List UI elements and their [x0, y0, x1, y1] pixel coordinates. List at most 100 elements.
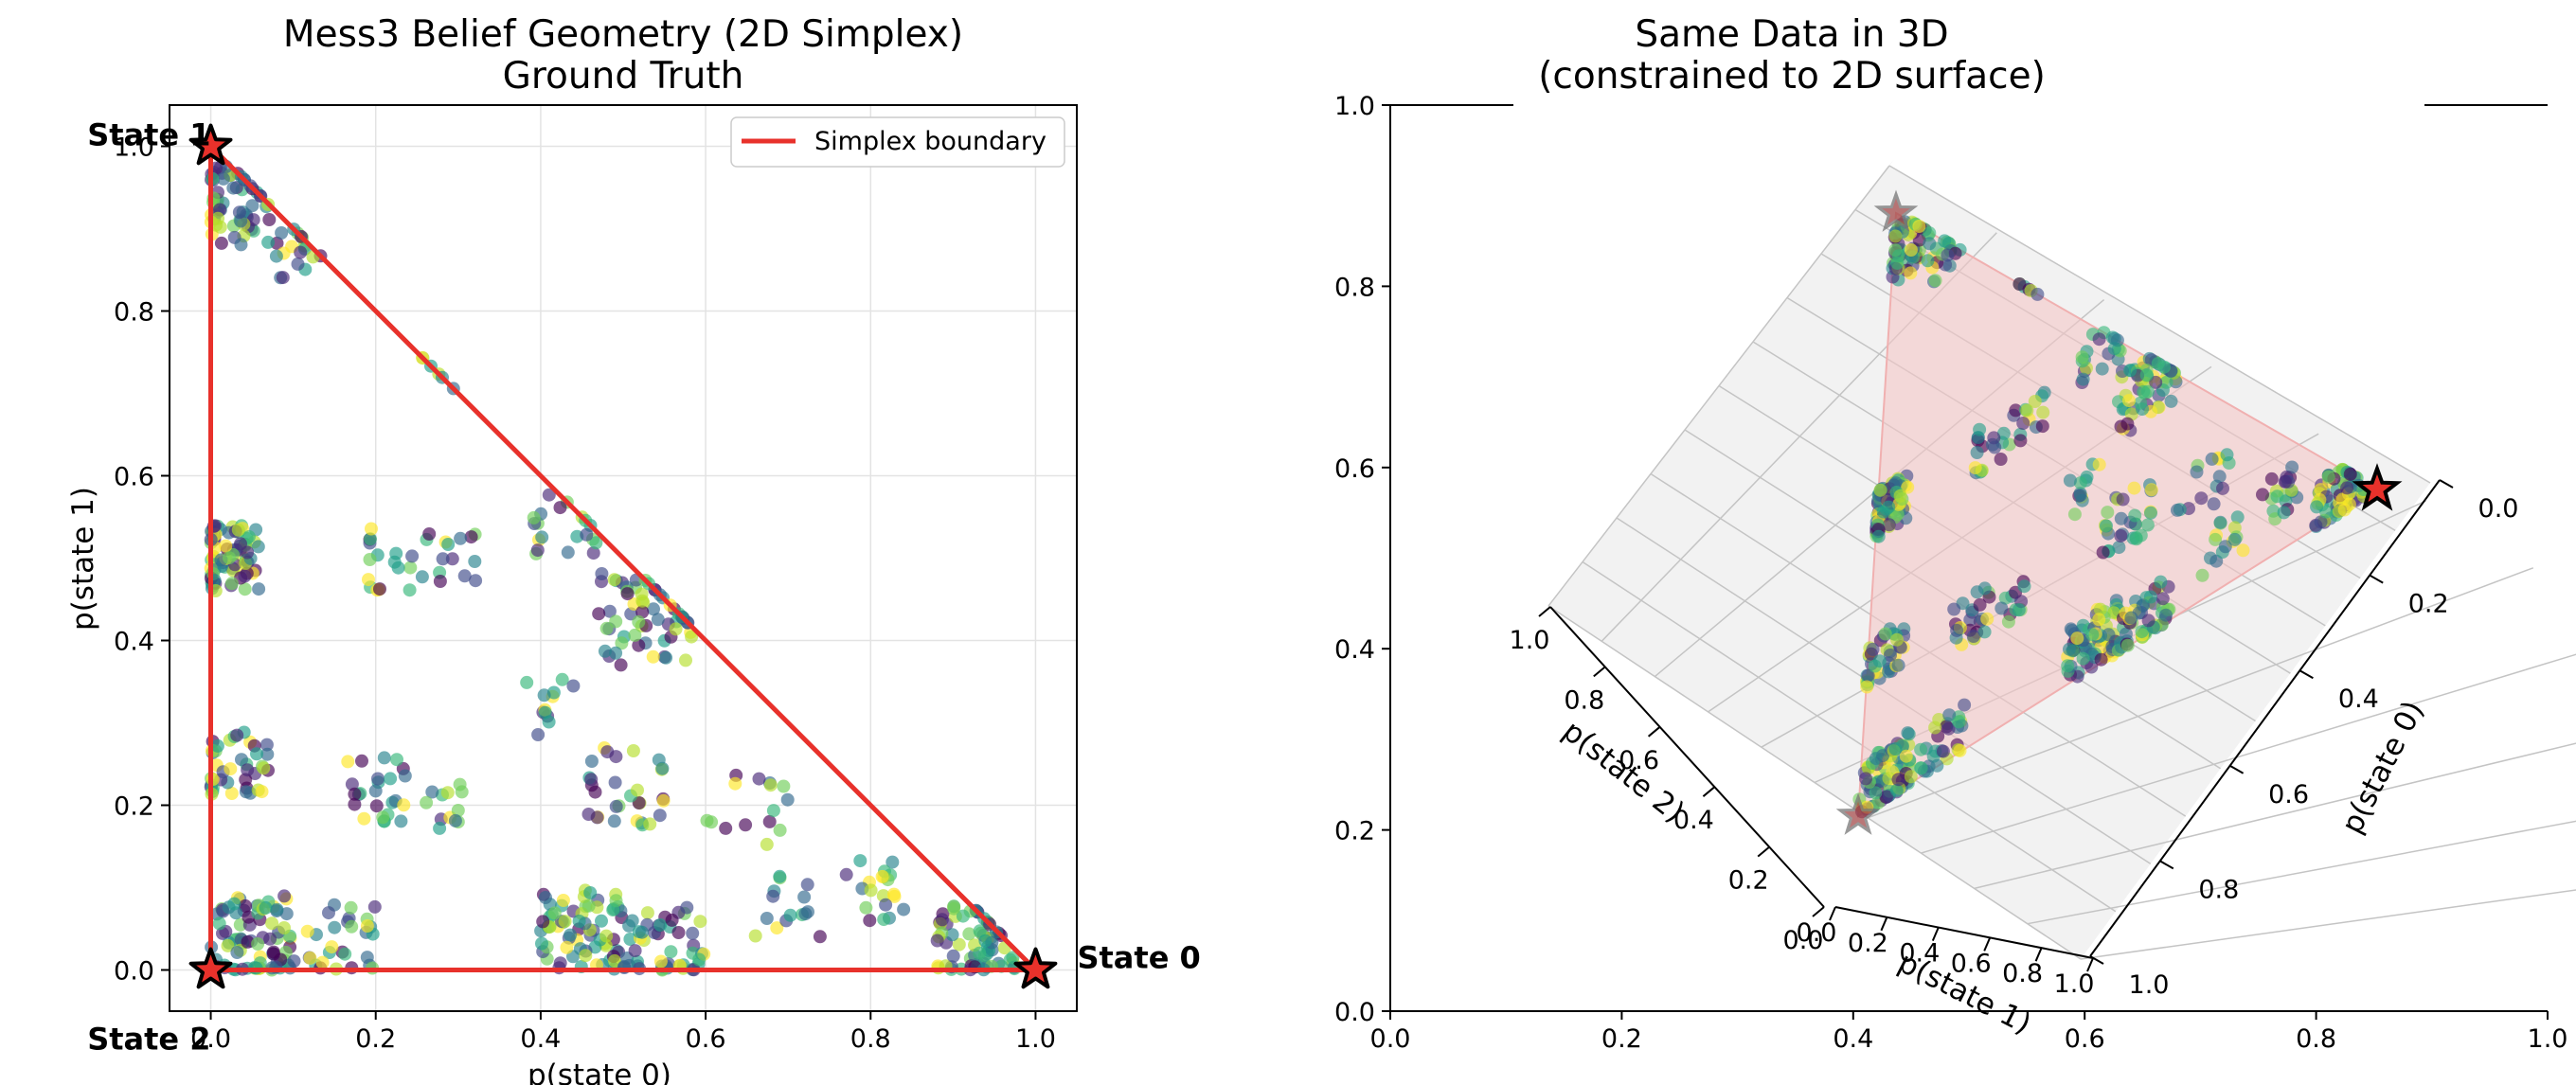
state0-axis-tick-label: 0.2 — [2408, 590, 2449, 619]
scatter-point — [433, 575, 447, 588]
scatter-point — [635, 605, 650, 619]
scatter-point — [766, 804, 780, 818]
state0-axis-tick — [2229, 764, 2245, 774]
scatter-point-3d — [1872, 654, 1887, 668]
scatter-point-3d — [2236, 543, 2250, 558]
state2-axis-tick — [1757, 845, 1770, 858]
x-tick-label: 1.0 — [1015, 1024, 1056, 1054]
scatter-point — [863, 914, 877, 928]
scatter-point-3d — [1884, 649, 1897, 662]
scatter-point — [441, 538, 456, 551]
scatter-point — [376, 810, 390, 825]
scatter-point — [813, 930, 827, 944]
scatter-point — [530, 543, 545, 558]
scatter-point — [377, 751, 391, 765]
scatter-point-3d — [2093, 602, 2107, 616]
floor-gridline — [1888, 165, 2431, 484]
scatter-point-3d — [2159, 608, 2173, 622]
scatter-point — [425, 785, 439, 799]
scatter-point-3d — [2213, 515, 2227, 529]
scatter-point-3d — [1869, 786, 1883, 800]
scatter-point-3d — [2207, 497, 2221, 511]
left-axes-frame — [169, 104, 1078, 1012]
state2-axis-tick — [1593, 666, 1606, 678]
scatter-point-3d — [1988, 440, 2002, 454]
scatter-point — [930, 934, 944, 948]
frame-y-tick-label: 0.0 — [1334, 998, 1375, 1027]
scatter-point — [436, 552, 450, 566]
scatter-point-3d — [1950, 623, 1964, 637]
scatter-point — [300, 924, 314, 938]
scatter-point — [398, 769, 412, 783]
scatter-point — [598, 644, 612, 658]
scatter-point — [224, 762, 238, 776]
scatter-point-3d — [1958, 698, 1972, 712]
scatter-point-3d — [2012, 603, 2026, 617]
scatter-point — [646, 649, 660, 664]
scatter-point — [945, 928, 959, 942]
scatter-point-3d — [2036, 405, 2050, 419]
scatter-point-3d — [2092, 613, 2106, 627]
state2-axis-line — [1549, 606, 1825, 908]
scatter-point-3d — [1942, 708, 1957, 722]
scatter-point — [752, 772, 766, 786]
state2-axis-tick-label: 0.4 — [1673, 806, 1714, 835]
scatter-point-3d — [1904, 266, 1918, 280]
scatter-point — [719, 821, 733, 835]
scatter-point — [211, 211, 225, 225]
scatter-point — [420, 795, 434, 809]
frame-x-tick-label: 0.4 — [1833, 1024, 1873, 1054]
scatter-point-3d — [2157, 360, 2171, 374]
scatter-point — [345, 777, 359, 792]
scatter-point-3d — [2095, 362, 2109, 376]
floor-gridline — [1582, 560, 2117, 913]
scatter-point-3d — [1860, 680, 1874, 694]
scatter-point — [553, 501, 567, 515]
scatter-point — [405, 549, 420, 563]
scatter-point — [230, 728, 244, 742]
state2-axis-tick — [1647, 726, 1661, 738]
scatter-point — [680, 900, 694, 915]
scatter-point-3d — [2028, 395, 2042, 408]
scatter-point — [935, 913, 949, 927]
scatter-point-3d — [1923, 226, 1937, 240]
scatter-point — [403, 560, 418, 575]
scatter-point-3d — [2096, 545, 2110, 560]
scatter-point — [839, 867, 853, 881]
left-ticks: 0.0 0.2 0.4 0.6 0.8 1.0 0.0 0.2 0.4 0.6 0.8 1.0 — [114, 133, 1056, 1055]
scatter-point-3d — [2190, 465, 2204, 479]
scatter-point-3d — [1871, 529, 1886, 543]
scatter-point-3d — [1980, 612, 1995, 626]
scatter-point — [389, 546, 403, 560]
scatter-point-3d — [1941, 721, 1956, 736]
state1-axis-tick — [1931, 927, 1940, 941]
scatter-point — [609, 750, 623, 764]
state-labels: State 0 State 1 State 2 — [87, 117, 1201, 1058]
scatter-point — [345, 919, 359, 934]
scatter-point — [595, 914, 608, 928]
scatter-point — [294, 245, 308, 259]
scatter-point — [773, 869, 787, 883]
scatter-point — [607, 814, 621, 828]
left-chart: Mess3 Belief Geometry (2D Simplex) Groun… — [66, 13, 1201, 1085]
scatter-point — [780, 792, 795, 807]
scatter-point-3d — [1901, 726, 1915, 740]
scatter-point — [760, 837, 774, 851]
scatter-point-3d — [2140, 518, 2155, 532]
frame-x-tick-label: 0.6 — [2065, 1024, 2105, 1054]
state1-axis-tick-label: 0.0 — [1797, 918, 1837, 948]
scatter-point — [659, 650, 673, 665]
scatter-point-3d — [1891, 658, 1905, 672]
state2-axis-tick — [1702, 786, 1716, 797]
state-label: State 2 — [87, 1022, 210, 1058]
scatter-point-3d — [1891, 773, 1905, 787]
floor-gridline — [1921, 653, 2576, 854]
scatter-point — [655, 761, 670, 775]
scatter-point-3d — [1930, 758, 1944, 773]
vertex-star-icon — [1873, 189, 1919, 232]
y-tick-label: 0.6 — [114, 463, 154, 492]
3d-x-axis-label: p(state 0) — [2335, 696, 2431, 840]
scatter-point — [685, 630, 699, 644]
scatter-point-3d — [1882, 772, 1896, 786]
scatter-point — [348, 797, 362, 811]
